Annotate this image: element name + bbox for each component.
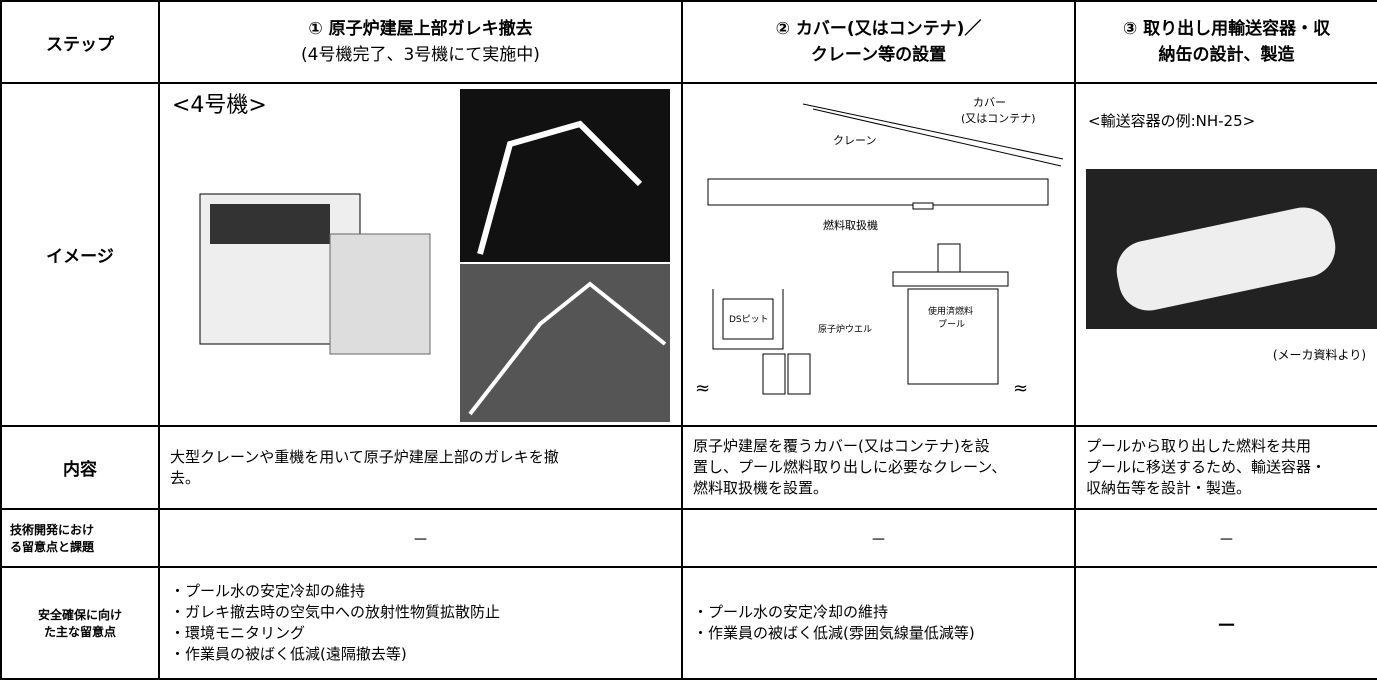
label: カバー bbox=[973, 96, 1006, 109]
text-line: ・プール水の安定冷却の維持 bbox=[693, 603, 889, 621]
header-line: クレーン等の設置 bbox=[810, 45, 947, 65]
text-line: 収納缶等を設計・製造。 bbox=[1086, 479, 1252, 497]
text-line: ・ガレキ撤去時の空気中への放射性物質拡散防止 bbox=[170, 603, 501, 621]
fuel-handler bbox=[892, 271, 1009, 287]
wave: ≈ bbox=[1013, 378, 1028, 399]
step-header: ③ 取り出し用輸送容器・収 納缶の設計、製造 bbox=[1074, 0, 1377, 84]
wave: ≈ bbox=[695, 378, 710, 399]
tech-cell: － bbox=[158, 508, 683, 568]
caption: (メーカ資料より) bbox=[1273, 348, 1366, 362]
content-cell: プールから取り出した燃料を共用 プールに移送するため、輸送容器・ 収納缶等を設計・製… bbox=[1074, 425, 1377, 510]
photo bbox=[460, 264, 670, 422]
photo-detail bbox=[1116, 207, 1336, 311]
building bbox=[787, 353, 811, 395]
step-header: ② カバー(又はコンテナ)／ クレーン等の設置 bbox=[681, 0, 1076, 84]
header-line: 納缶の設計、製造 bbox=[1158, 45, 1295, 65]
photo-detail bbox=[210, 204, 330, 244]
content-cell: 原子炉建屋を覆うカバー(又はコンテナ)を設 置し、プール燃料取り出しに必要なクレー… bbox=[681, 425, 1076, 510]
label-line: 安全確保に向け bbox=[37, 608, 122, 622]
pool bbox=[907, 288, 999, 385]
row-label: 安全確保に向け た主な留意点 bbox=[0, 566, 160, 680]
caption: <輸送容器の例:NH-25> bbox=[1088, 112, 1255, 130]
header-line: (4号機完了、3号機にて実施中) bbox=[301, 45, 540, 65]
row-label: イメージ bbox=[0, 82, 160, 427]
photo-detail bbox=[477, 120, 643, 255]
label-line: た主な留意点 bbox=[43, 625, 116, 639]
label-line: 技術開発におけ bbox=[10, 523, 95, 537]
label: 燃料取扱機 bbox=[823, 218, 878, 232]
diagram: カバー (又はコンテナ) クレーン 燃料取扱機 DSピット 原子炉ウエル 使用済… bbox=[695, 96, 1064, 399]
text-line: 置し、プール燃料取り出しに必要なクレーン、 bbox=[693, 458, 1007, 476]
label: クレーン bbox=[833, 134, 876, 147]
image-cell: <輸送容器の例:NH-25> (メーカ資料より) bbox=[1074, 82, 1377, 427]
tech-cell: － bbox=[681, 508, 1076, 568]
text-line: 原子炉建屋を覆うカバー(又はコンテナ)を設 bbox=[693, 437, 990, 455]
label: 原子炉ウエル bbox=[818, 323, 872, 335]
text-line: プールから取り出した燃料を共用 bbox=[1086, 437, 1312, 455]
label: プール bbox=[938, 319, 965, 330]
header-line: ① 原子炉建屋上部ガレキ撤去 bbox=[308, 19, 533, 39]
header-line: ② カバー(又はコンテナ)／ bbox=[775, 19, 982, 39]
ds-pit bbox=[722, 298, 774, 340]
text-line: ・環境モニタリング bbox=[170, 624, 306, 642]
tech-cell: － bbox=[1074, 508, 1377, 568]
text-line: ・作業員の被ばく低減(雰囲気線量低減等) bbox=[693, 624, 975, 642]
building bbox=[712, 289, 784, 350]
image-cell: カバー (又はコンテナ) クレーン 燃料取扱機 DSピット 原子炉ウエル 使用済… bbox=[681, 82, 1076, 427]
caption: <4号機> bbox=[172, 93, 267, 118]
text-line: ・作業員の被ばく低減(遠隔撤去等) bbox=[170, 645, 407, 663]
row-label: 技術開発におけ る留意点と課題 bbox=[0, 508, 160, 568]
photo-detail bbox=[329, 233, 431, 355]
safety-cell: － bbox=[1074, 566, 1377, 680]
cover-line bbox=[812, 108, 1062, 167]
crane bbox=[707, 178, 1049, 206]
header-line: ③ 取り出し用輸送容器・収 bbox=[1122, 19, 1331, 39]
label: 使用済燃料 bbox=[928, 305, 973, 317]
text-line: ・プール水の安定冷却の維持 bbox=[170, 582, 366, 600]
text-line: 去。 bbox=[170, 468, 201, 487]
step-header: ① 原子炉建屋上部ガレキ撤去 (4号機完了、3号機にて実施中) bbox=[158, 0, 683, 84]
content-cell: 大型クレーンや重機を用いて原子炉建屋上部のガレキを撤 去。 bbox=[158, 425, 683, 510]
safety-cell: ・プール水の安定冷却の維持・ガレキ撤去時の空気中への放射性物質拡散防止 ・環境モニ… bbox=[158, 566, 683, 680]
text-line: 大型クレーンや重機を用いて原子炉建屋上部のガレキを撤 bbox=[170, 447, 559, 466]
cover-line bbox=[802, 103, 1064, 160]
label: DSピット bbox=[729, 314, 769, 325]
photo-set: <輸送容器の例:NH-25> (メーカ資料より) bbox=[1086, 112, 1377, 362]
building bbox=[762, 353, 786, 395]
crane-part bbox=[912, 202, 934, 210]
fuel-handler bbox=[937, 243, 961, 273]
text-line: 燃料取扱機を設置。 bbox=[693, 479, 829, 497]
header-label: ステップ bbox=[0, 0, 160, 84]
photo-detail bbox=[468, 281, 667, 416]
row-label: 内容 bbox=[0, 425, 160, 510]
image-cell: <4号機> bbox=[158, 82, 683, 427]
text-line: プールに移送するため、輸送容器・ bbox=[1086, 458, 1327, 476]
photo-set: <4号機> bbox=[172, 89, 670, 422]
safety-cell: ・プール水の安定冷却の維持・作業員の被ばく低減(雰囲気線量低減等) bbox=[681, 566, 1076, 680]
label-line: る留意点と課題 bbox=[10, 540, 95, 554]
label: (又はコンテナ) bbox=[961, 112, 1036, 125]
photo bbox=[460, 89, 670, 262]
